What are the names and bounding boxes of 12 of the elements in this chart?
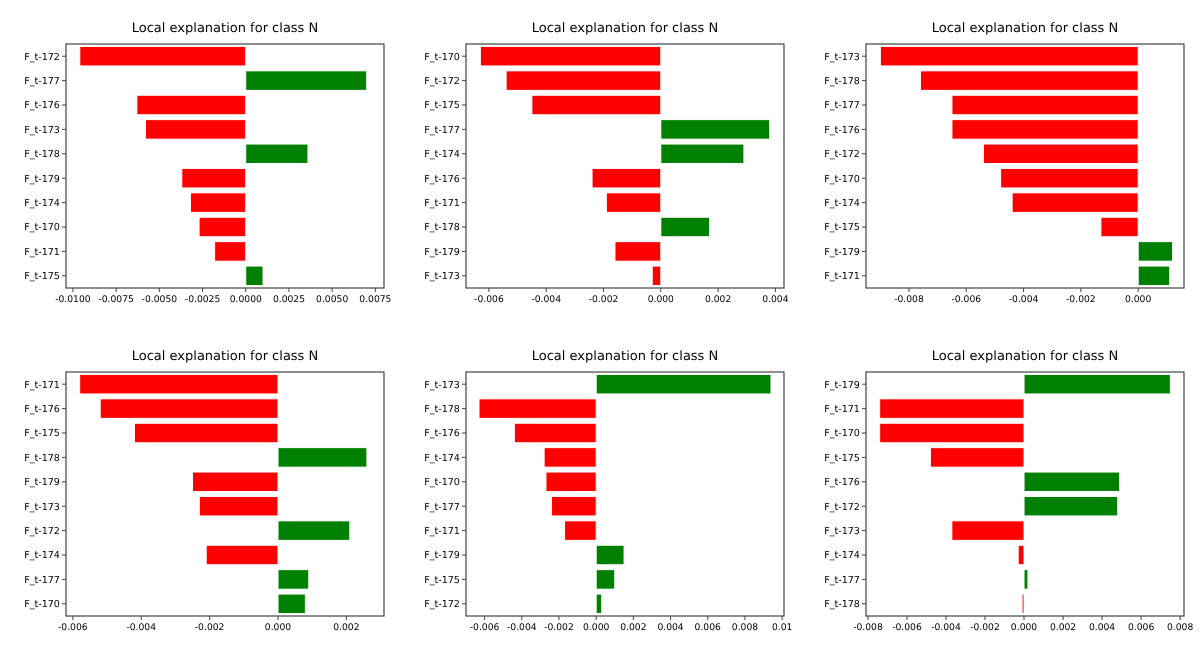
bar (879, 422, 1025, 444)
bar (136, 94, 247, 116)
bar (1017, 544, 1025, 566)
bar (205, 544, 279, 566)
bar (513, 422, 597, 444)
bar (133, 422, 279, 444)
bar (660, 216, 711, 238)
bar (595, 544, 625, 566)
bar (1100, 216, 1139, 238)
bar (531, 94, 662, 116)
bar (951, 94, 1139, 116)
bar (198, 216, 247, 238)
